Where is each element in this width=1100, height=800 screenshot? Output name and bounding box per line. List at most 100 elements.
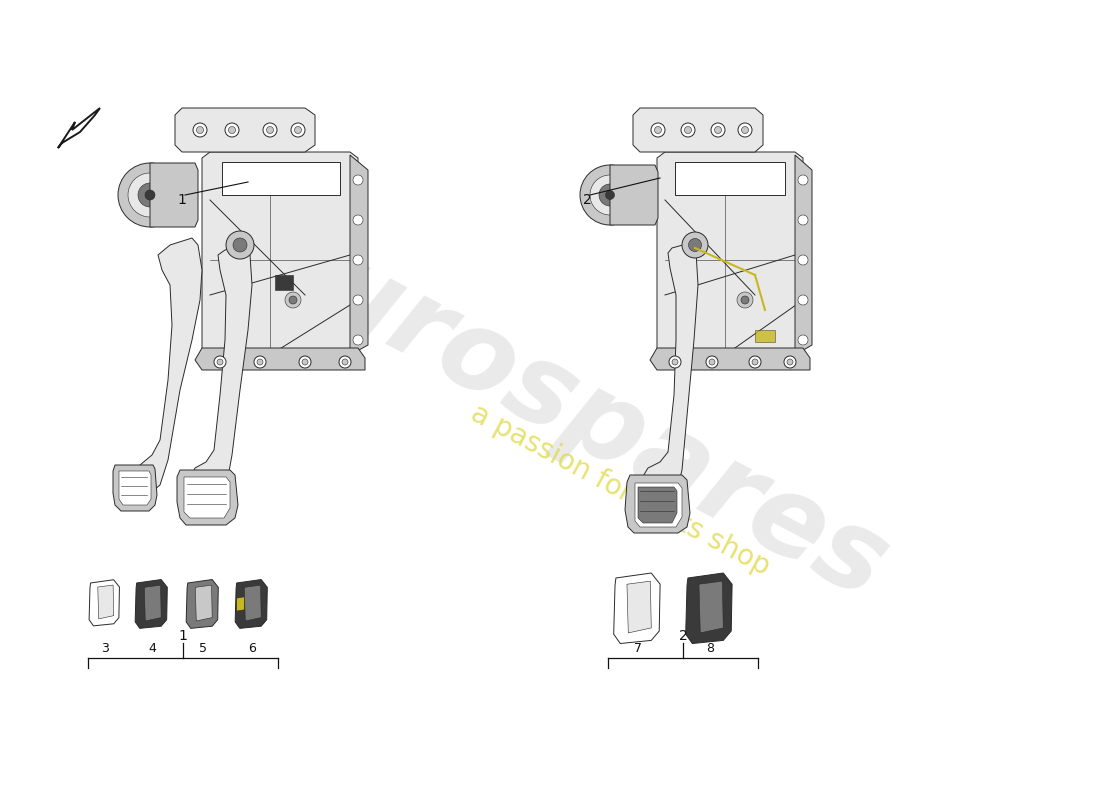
Circle shape xyxy=(798,215,808,225)
Circle shape xyxy=(741,126,748,134)
Text: 2: 2 xyxy=(679,629,688,643)
Polygon shape xyxy=(175,108,315,152)
Polygon shape xyxy=(244,585,261,621)
Polygon shape xyxy=(638,487,676,523)
Polygon shape xyxy=(627,581,651,633)
Text: 4: 4 xyxy=(148,642,156,654)
Polygon shape xyxy=(632,108,763,152)
Circle shape xyxy=(684,126,692,134)
Text: a passion for parts shop: a passion for parts shop xyxy=(465,399,774,581)
Polygon shape xyxy=(190,245,252,500)
Circle shape xyxy=(254,356,266,368)
Circle shape xyxy=(266,126,274,134)
Circle shape xyxy=(289,296,297,304)
Circle shape xyxy=(353,175,363,185)
Polygon shape xyxy=(614,573,660,643)
Circle shape xyxy=(600,184,621,206)
Polygon shape xyxy=(795,155,812,355)
Text: 5: 5 xyxy=(199,642,207,654)
Circle shape xyxy=(217,359,223,365)
Circle shape xyxy=(706,356,718,368)
Circle shape xyxy=(339,356,351,368)
Circle shape xyxy=(118,163,182,227)
Circle shape xyxy=(710,359,715,365)
Polygon shape xyxy=(650,348,810,370)
Polygon shape xyxy=(135,238,202,495)
Text: eurospares: eurospares xyxy=(234,198,905,622)
Circle shape xyxy=(128,173,172,217)
Polygon shape xyxy=(610,165,658,225)
Circle shape xyxy=(229,126,235,134)
FancyBboxPatch shape xyxy=(275,275,293,290)
Circle shape xyxy=(798,335,808,345)
Circle shape xyxy=(226,231,254,259)
Text: 2: 2 xyxy=(583,193,592,207)
Circle shape xyxy=(353,255,363,265)
Polygon shape xyxy=(89,580,120,626)
Circle shape xyxy=(138,183,162,207)
Circle shape xyxy=(672,359,678,365)
Polygon shape xyxy=(235,579,267,628)
Circle shape xyxy=(580,165,640,225)
Circle shape xyxy=(651,123,666,137)
Polygon shape xyxy=(186,579,218,628)
Polygon shape xyxy=(113,465,157,511)
Polygon shape xyxy=(236,597,244,611)
Polygon shape xyxy=(184,477,230,518)
Circle shape xyxy=(738,123,752,137)
Text: 7: 7 xyxy=(634,642,642,654)
Circle shape xyxy=(605,190,615,199)
Circle shape xyxy=(749,356,761,368)
Circle shape xyxy=(798,295,808,305)
Circle shape xyxy=(353,295,363,305)
Polygon shape xyxy=(135,579,167,628)
Circle shape xyxy=(353,215,363,225)
Polygon shape xyxy=(222,162,340,195)
Circle shape xyxy=(285,292,301,308)
Circle shape xyxy=(682,232,708,258)
Polygon shape xyxy=(698,581,724,633)
Circle shape xyxy=(263,123,277,137)
Polygon shape xyxy=(625,475,690,533)
Circle shape xyxy=(654,126,661,134)
Polygon shape xyxy=(642,243,698,505)
Circle shape xyxy=(342,359,348,365)
Polygon shape xyxy=(675,162,785,195)
Circle shape xyxy=(786,359,793,365)
Circle shape xyxy=(226,123,239,137)
Polygon shape xyxy=(150,163,198,227)
Circle shape xyxy=(197,126,204,134)
Circle shape xyxy=(715,126,722,134)
Polygon shape xyxy=(195,348,365,370)
Polygon shape xyxy=(635,483,682,527)
Circle shape xyxy=(192,123,207,137)
Text: 8: 8 xyxy=(706,642,714,654)
Circle shape xyxy=(737,292,754,308)
Circle shape xyxy=(292,123,305,137)
Circle shape xyxy=(590,175,630,215)
Polygon shape xyxy=(202,152,358,355)
Circle shape xyxy=(798,255,808,265)
Polygon shape xyxy=(119,471,151,505)
Circle shape xyxy=(299,356,311,368)
Circle shape xyxy=(741,296,749,304)
Circle shape xyxy=(784,356,796,368)
Polygon shape xyxy=(98,585,113,619)
Circle shape xyxy=(752,359,758,365)
Circle shape xyxy=(295,126,301,134)
Circle shape xyxy=(689,238,702,251)
Polygon shape xyxy=(350,155,368,355)
Circle shape xyxy=(257,359,263,365)
Polygon shape xyxy=(657,152,803,355)
Polygon shape xyxy=(58,108,100,148)
FancyBboxPatch shape xyxy=(755,330,775,342)
Circle shape xyxy=(302,359,308,365)
Polygon shape xyxy=(177,470,238,525)
Circle shape xyxy=(798,175,808,185)
Circle shape xyxy=(711,123,725,137)
Polygon shape xyxy=(196,585,212,621)
Polygon shape xyxy=(144,585,162,621)
Circle shape xyxy=(681,123,695,137)
Circle shape xyxy=(233,238,248,252)
Circle shape xyxy=(145,190,155,200)
